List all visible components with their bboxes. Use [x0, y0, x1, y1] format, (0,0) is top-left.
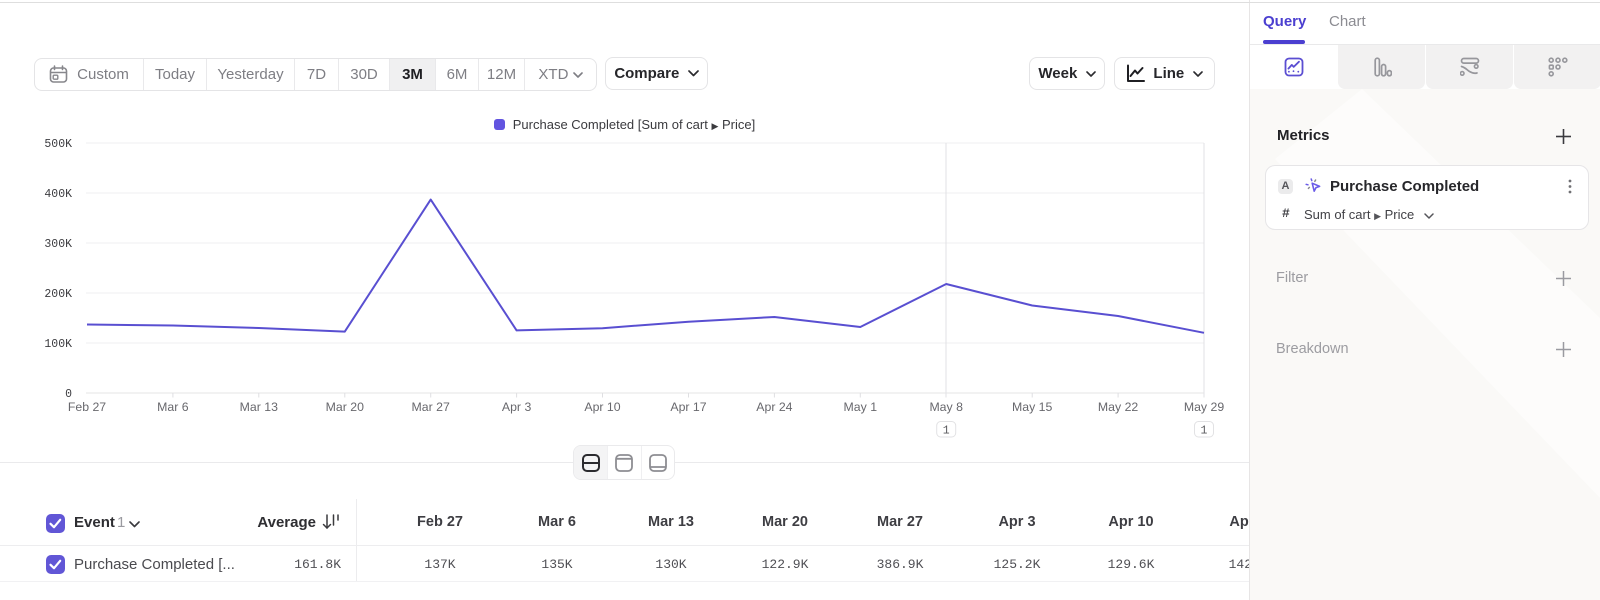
- svg-text:0: 0: [65, 388, 72, 401]
- svg-text:100K: 100K: [44, 338, 72, 351]
- svg-text:Mar 20: Mar 20: [326, 400, 364, 414]
- svg-text:500K: 500K: [44, 138, 72, 151]
- svg-text:May 29: May 29: [1184, 400, 1224, 414]
- svg-text:May 1: May 1: [844, 400, 878, 414]
- svg-text:1: 1: [1201, 425, 1208, 438]
- svg-text:May 22: May 22: [1098, 400, 1138, 414]
- svg-text:Apr 17: Apr 17: [670, 400, 706, 414]
- svg-text:1: 1: [943, 425, 950, 438]
- svg-text:May 8: May 8: [929, 400, 963, 414]
- svg-text:Apr 24: Apr 24: [756, 400, 792, 414]
- svg-text:May 15: May 15: [1012, 400, 1052, 414]
- svg-text:400K: 400K: [44, 188, 72, 201]
- svg-text:Feb 27: Feb 27: [68, 400, 106, 414]
- svg-text:300K: 300K: [44, 238, 72, 251]
- svg-text:Apr 10: Apr 10: [584, 400, 620, 414]
- svg-text:200K: 200K: [44, 288, 72, 301]
- svg-text:Apr 3: Apr 3: [502, 400, 532, 414]
- svg-text:Mar 13: Mar 13: [240, 400, 278, 414]
- svg-text:Mar 6: Mar 6: [157, 400, 189, 414]
- svg-text:Mar 27: Mar 27: [412, 400, 450, 414]
